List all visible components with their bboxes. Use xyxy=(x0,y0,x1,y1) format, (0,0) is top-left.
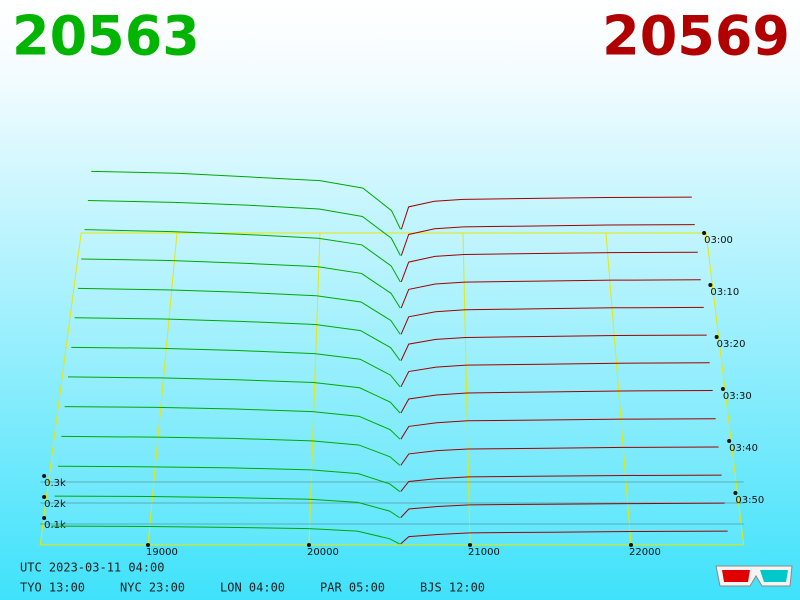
time-tick-label: 03:00 xyxy=(704,235,733,246)
ask-depth-line xyxy=(400,196,692,230)
city-clock: PAR 05:00 xyxy=(320,581,385,595)
ask-depth-line xyxy=(400,334,707,361)
price-grid-line xyxy=(462,232,471,546)
ask-depth-line xyxy=(400,279,701,309)
city-clock: NYC 23:00 xyxy=(120,581,185,595)
ask-depth-line xyxy=(400,306,704,335)
city-clock: BJS 12:00 xyxy=(420,581,485,595)
time-tick-label: 03:10 xyxy=(710,287,739,298)
volume-tick-dot xyxy=(42,495,47,499)
x-tick-label: 22000 xyxy=(629,547,661,558)
price-grid-line xyxy=(308,232,321,546)
time-tick-label: 03:40 xyxy=(729,443,758,454)
city-clock: LON 04:00 xyxy=(220,581,285,595)
floor xyxy=(39,232,745,546)
bid-depth-line xyxy=(74,317,401,361)
bid-depth-line xyxy=(51,525,400,545)
city-clock: TYO 13:00 xyxy=(20,581,85,595)
time-tick-dot xyxy=(720,387,725,391)
ask-depth-line xyxy=(400,446,719,466)
price-tick-dot xyxy=(468,543,472,547)
city-clocks: TYO 13:00 NYC 23:00 LON 04:00 PAR 05:00 BJS … xyxy=(20,581,485,595)
ask-depth-line xyxy=(400,474,722,492)
bid-depth-line xyxy=(91,170,401,230)
bid-depth-line xyxy=(54,495,400,519)
bid-depth-line xyxy=(67,376,401,414)
bid-depth-line xyxy=(58,465,401,492)
x-tick-label: 20000 xyxy=(307,547,339,558)
time-tick-label: 03:30 xyxy=(723,391,752,402)
ask-depth-line xyxy=(400,251,698,283)
price-tick-dot xyxy=(146,543,150,547)
time-tick-dot xyxy=(708,283,713,287)
time-tick-dot xyxy=(733,491,738,495)
volume-tick-dot xyxy=(42,516,47,520)
time-tick-label: 03:50 xyxy=(735,495,764,506)
utc-clock: UTC 2023-03-11 04:00 xyxy=(20,561,165,575)
3d-glasses-icon xyxy=(715,565,793,587)
time-tick-dot xyxy=(702,231,707,235)
volume-tick-label: 0.1k xyxy=(44,520,66,531)
time-tick-dot xyxy=(714,335,719,339)
price-grid-line xyxy=(605,232,632,546)
ask-depth-line xyxy=(400,224,695,256)
depth-plot: 19000 20000 21000 22000 03:00 03:10 03:20 03:30… xyxy=(39,170,764,558)
price-tick-dot xyxy=(307,543,311,547)
bid-depth-line xyxy=(77,287,401,335)
ask-depth-line xyxy=(400,418,716,440)
bid-depth-line xyxy=(81,258,401,309)
ask-price: 20569 xyxy=(602,5,790,68)
bid-price: 20563 xyxy=(12,5,200,68)
x-tick-label: 19000 xyxy=(146,547,178,558)
volume-tick-label: 0.2k xyxy=(44,499,66,510)
ask-depth-line xyxy=(400,390,713,414)
volume-tick-dot xyxy=(42,474,47,478)
bid-depth-line xyxy=(84,229,401,283)
bid-depth-line xyxy=(61,435,401,466)
bid-depth-line xyxy=(64,406,401,440)
bid-depth-line xyxy=(71,346,401,388)
volume-tick-label: 0.3k xyxy=(44,478,66,489)
bid-depth-line xyxy=(87,199,401,256)
ask-depth-line xyxy=(400,530,728,545)
ask-depth-line xyxy=(400,362,710,388)
time-tick-label: 03:20 xyxy=(717,339,746,350)
ask-depth-line xyxy=(400,502,725,519)
time-tick-dot xyxy=(727,439,732,443)
price-tick-dot xyxy=(629,543,633,547)
x-tick-label: 21000 xyxy=(468,547,500,558)
price-grid-line xyxy=(147,232,178,546)
